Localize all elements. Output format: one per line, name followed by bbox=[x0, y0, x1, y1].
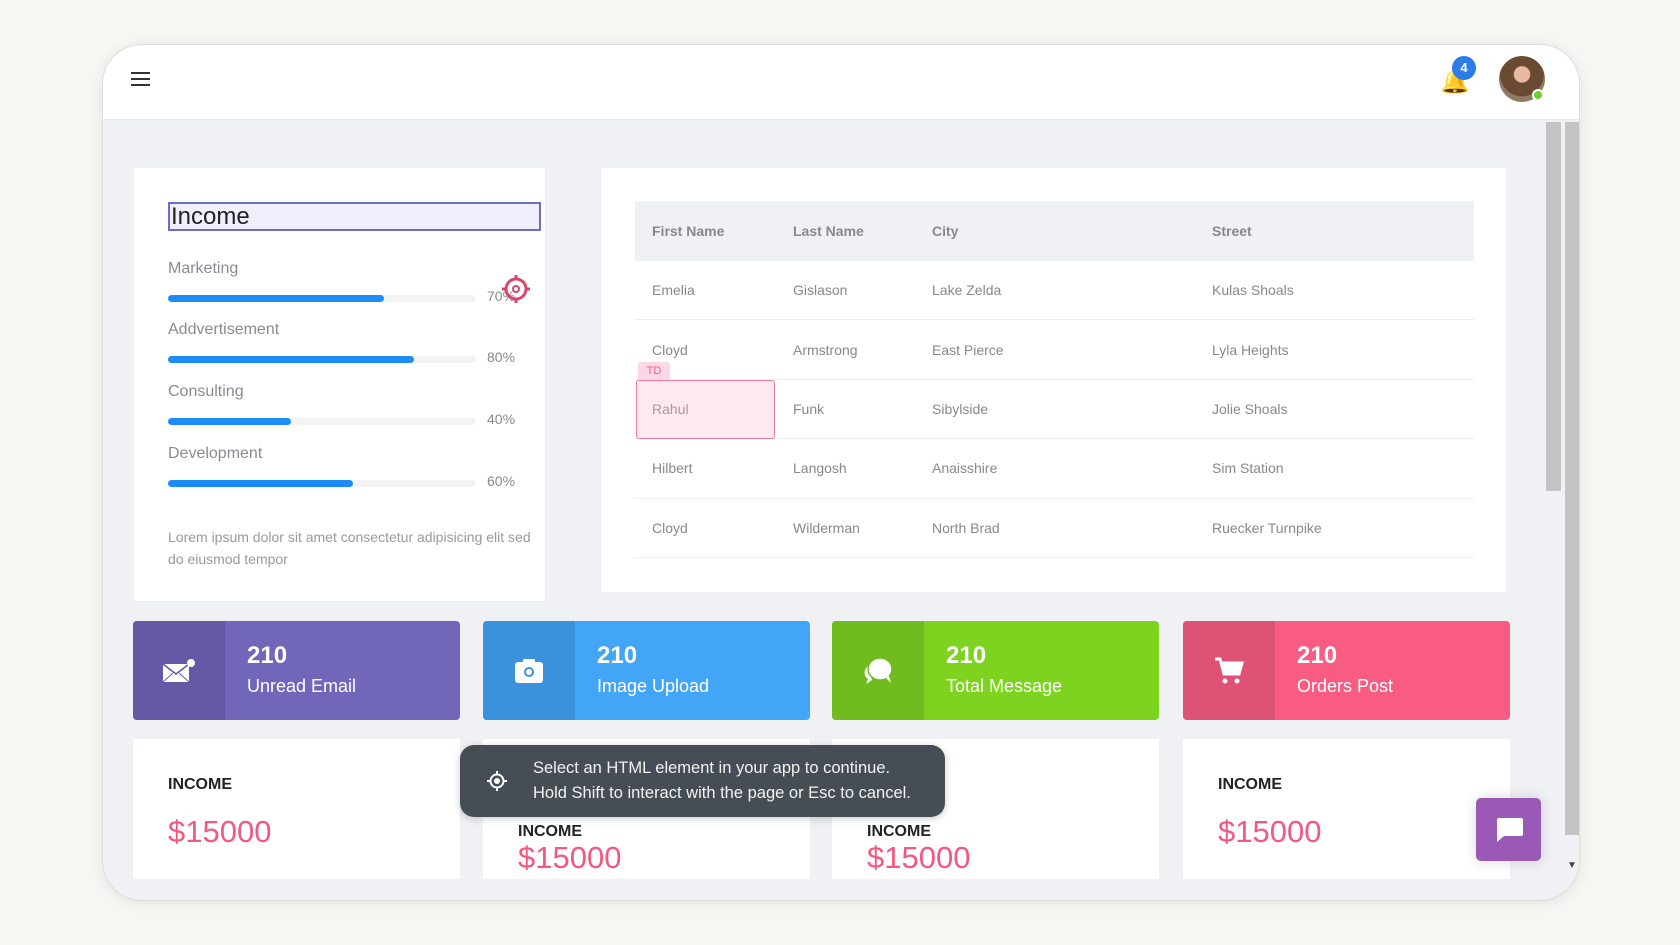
table-cell: Sim Station bbox=[1212, 460, 1284, 477]
table-cell: North Brad bbox=[932, 519, 1000, 536]
cart-icon bbox=[1183, 621, 1275, 720]
progress-percent: 80% bbox=[487, 349, 516, 365]
progress-label: Addvertisement bbox=[168, 321, 280, 338]
scroll-down-arrow-icon[interactable]: ▼ bbox=[1567, 860, 1577, 871]
stat-card[interactable]: 210 Total Message bbox=[832, 621, 1159, 720]
progress-label: Consulting bbox=[168, 383, 244, 400]
people-table-card: First Name Last Name City Street Emelia Gisla… bbox=[600, 167, 1507, 593]
progress-label: Development bbox=[168, 445, 263, 462]
app-window: 🔔 4 Income Marketing 70% Addvertisement 8… bbox=[102, 44, 1580, 901]
online-status-dot bbox=[1532, 89, 1544, 101]
stat-value: 210 bbox=[597, 642, 638, 669]
progress-label: Marketing bbox=[168, 260, 239, 277]
column-header[interactable]: Last Name bbox=[793, 223, 864, 239]
table-cell: Funk bbox=[793, 400, 825, 417]
table-cell: Langosh bbox=[793, 460, 847, 477]
table-cell: Gislason bbox=[793, 282, 848, 299]
income-progress-card: Income Marketing 70% Addvertisement 80% Co… bbox=[133, 167, 546, 602]
table-cell: Armstrong bbox=[793, 341, 858, 358]
table-cell: Rahul bbox=[652, 400, 689, 417]
progress-percent: 70% bbox=[487, 288, 516, 304]
card-title: Income bbox=[168, 202, 541, 231]
element-picker-tooltip: Select an HTML element in your app to co… bbox=[460, 745, 945, 817]
income-tile-label: INCOME bbox=[518, 823, 582, 840]
progress-percent: 40% bbox=[487, 411, 516, 427]
progress-fill bbox=[168, 356, 415, 363]
stat-value: 210 bbox=[247, 642, 288, 669]
hamburger-icon[interactable] bbox=[131, 72, 150, 86]
income-tile-value: $15000 bbox=[168, 814, 272, 849]
table-row[interactable]: Rahul Funk Sibylside Jolie Shoals bbox=[635, 380, 1474, 440]
table-cell: Sibylside bbox=[932, 400, 989, 417]
progress-fill bbox=[168, 295, 384, 302]
income-tile-label: INCOME bbox=[168, 776, 232, 793]
progress-track bbox=[168, 418, 476, 425]
progress-percent: 60% bbox=[487, 473, 516, 489]
stat-card[interactable]: 210 Unread Email bbox=[133, 621, 460, 720]
page-scrollbar-thumb[interactable] bbox=[1565, 122, 1579, 835]
chat-bubbles-icon bbox=[832, 621, 924, 720]
hover-highlight bbox=[636, 380, 775, 439]
income-tile-value: $15000 bbox=[867, 840, 971, 875]
progress-fill bbox=[168, 418, 292, 425]
chat-icon bbox=[1497, 818, 1523, 842]
table-row[interactable]: Cloyd Wilderman North Brad Ruecker Turnpike bbox=[635, 499, 1474, 558]
table-row[interactable]: Cloyd Armstrong East Pierce Lyla Heights bbox=[635, 320, 1474, 380]
stat-value: 210 bbox=[946, 642, 987, 669]
tooltip-line-2: Hold Shift to interact with the page or … bbox=[533, 784, 911, 802]
progress-track bbox=[168, 480, 476, 487]
card-description: Lorem ipsum dolor sit amet consectetur a… bbox=[168, 529, 531, 567]
table-cell: Ruecker Turnpike bbox=[1212, 519, 1322, 536]
table-cell: Anaisshire bbox=[932, 460, 998, 477]
table-row[interactable]: Hilbert Langosh Anaisshire Sim Station bbox=[635, 439, 1474, 499]
inner-scrollbar-thumb[interactable] bbox=[1546, 122, 1561, 491]
stat-card[interactable]: 210 Image Upload bbox=[483, 621, 810, 720]
income-tile-label: INCOME bbox=[867, 823, 931, 840]
table-cell: Lyla Heights bbox=[1212, 341, 1289, 358]
notification-badge: 4 bbox=[1452, 56, 1476, 80]
progress-fill bbox=[168, 480, 353, 487]
top-header: 🔔 4 bbox=[103, 45, 1579, 120]
table-cell: Kulas Shoals bbox=[1212, 282, 1294, 299]
stat-card[interactable]: 210 Orders Post bbox=[1183, 621, 1510, 720]
table-cell: Cloyd bbox=[652, 341, 688, 358]
envelope-icon bbox=[133, 621, 225, 720]
income-tile-value: $15000 bbox=[1218, 814, 1322, 849]
stat-label: Unread Email bbox=[247, 676, 357, 696]
table-cell: Wilderman bbox=[793, 519, 860, 536]
table-cell: Emelia bbox=[652, 282, 695, 299]
income-tile-label: INCOME bbox=[1218, 776, 1282, 793]
column-header[interactable]: Street bbox=[1212, 223, 1252, 239]
table-cell: Lake Zelda bbox=[932, 282, 1002, 299]
table-cell: Cloyd bbox=[652, 519, 688, 536]
crosshair-icon bbox=[487, 771, 507, 799]
stat-label: Image Upload bbox=[597, 676, 710, 696]
income-tile-value: $15000 bbox=[518, 840, 622, 875]
table-row[interactable]: Emelia Gislason Lake Zelda Kulas Shoals bbox=[635, 261, 1474, 321]
table-header: First Name Last Name City Street bbox=[635, 201, 1474, 261]
camera-icon bbox=[483, 621, 575, 720]
column-header[interactable]: First Name bbox=[652, 223, 725, 239]
crosshair-icon bbox=[501, 274, 531, 304]
table-cell: Hilbert bbox=[652, 460, 693, 477]
income-tile: INCOME $15000 bbox=[133, 739, 460, 879]
progress-track bbox=[168, 356, 476, 363]
table-cell: East Pierce bbox=[932, 341, 1004, 358]
income-tile: INCOME $15000 bbox=[1183, 739, 1510, 879]
chat-button[interactable] bbox=[1476, 798, 1541, 861]
people-table: First Name Last Name City Street Emelia Gisla… bbox=[635, 201, 1474, 558]
stat-value: 210 bbox=[1297, 642, 1338, 669]
tooltip-line-1: Select an HTML element in your app to co… bbox=[533, 759, 891, 777]
element-tag-label: TD bbox=[638, 362, 670, 380]
progress-track bbox=[168, 295, 476, 302]
stat-label: Orders Post bbox=[1297, 676, 1394, 696]
stat-label: Total Message bbox=[946, 676, 1063, 696]
column-header[interactable]: City bbox=[932, 223, 959, 239]
table-cell: Jolie Shoals bbox=[1212, 400, 1288, 417]
